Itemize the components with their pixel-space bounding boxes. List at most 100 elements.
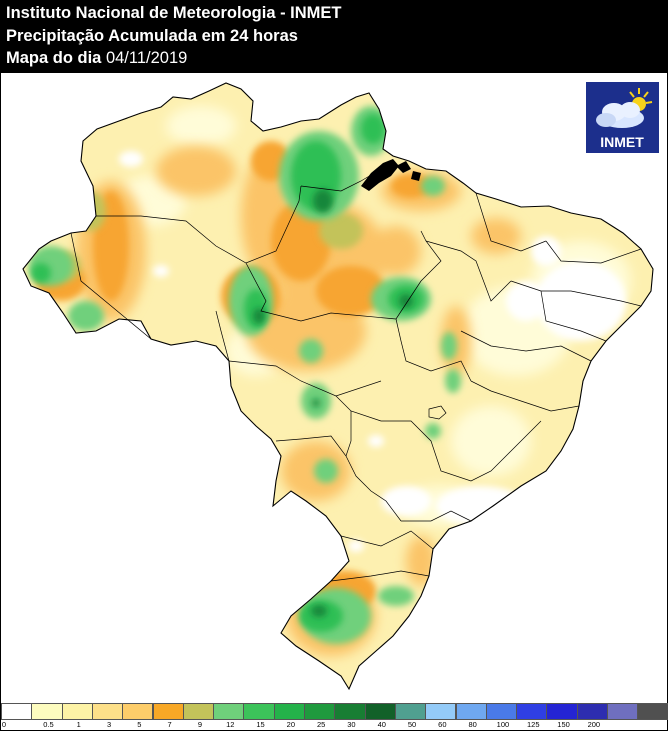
rain-area (312, 399, 320, 407)
color-legend: 0 0.5 1 3 5 7 9 12 15 20 25 30 40 50 60 80 100 125 150 200 (1, 701, 668, 732)
logo-text: INMET (600, 134, 644, 150)
rain-area (319, 213, 363, 249)
legend-tick-label: 30 (347, 720, 356, 729)
delta-channel (411, 171, 421, 181)
state-boundary (401, 510, 472, 522)
state-boundary (215, 310, 230, 362)
legend-tick-label: 15 (256, 720, 265, 729)
rain-area (361, 114, 385, 144)
state-boundary (475, 192, 547, 252)
state-boundary (545, 240, 642, 264)
inmet-logo: INMET (586, 82, 659, 153)
legend-swatch (304, 703, 336, 720)
legend-tick-label: 0.5 (43, 720, 54, 729)
title-product: Precipitação Acumulada em 24 horas (6, 27, 298, 45)
legend-swatch (213, 703, 245, 720)
legend-tick-label: 20 (286, 720, 296, 729)
dry-area (451, 406, 531, 476)
state-boundary (425, 240, 512, 302)
sun-cloud-icon (596, 88, 653, 128)
rain-area (31, 263, 51, 283)
rain-area (425, 423, 441, 439)
rain-area (156, 146, 236, 196)
no-rain-area (581, 401, 621, 441)
no-rain-area (153, 265, 169, 277)
legend-tick-label: 5 (137, 720, 142, 729)
rain-area (445, 369, 461, 393)
rain-area (378, 586, 414, 606)
no-rain-area (368, 435, 384, 447)
legend-swatch (576, 703, 608, 720)
state-boundary (540, 290, 607, 342)
state-boundary (245, 230, 442, 322)
legend-swatch (61, 703, 93, 720)
rain-area (471, 218, 521, 254)
legend-swatch (31, 703, 63, 720)
legend-tick-label: 60 (438, 720, 447, 729)
delta-channel (396, 161, 411, 173)
legend-tick-label: 40 (377, 720, 386, 729)
rain-area (314, 459, 338, 483)
legend-swatch (394, 703, 427, 720)
rain-area (271, 201, 331, 281)
rain-area (391, 174, 431, 198)
legend-tick-label: 80 (468, 720, 477, 729)
state-boundary (470, 380, 580, 412)
legend-tick-label: 125 (526, 720, 540, 729)
legend-swatch (364, 703, 396, 720)
no-rain-area (348, 540, 364, 552)
date-prefix: Mapa do dia (6, 49, 102, 67)
rain-area (76, 191, 106, 231)
legend-swatch (334, 703, 366, 720)
no-rain-area (381, 486, 431, 516)
legend-swatch (182, 703, 215, 720)
rain-area (421, 176, 445, 196)
no-rain-area (119, 151, 143, 167)
dry-area (166, 106, 236, 146)
no-rain-area (506, 281, 546, 321)
legend-swatch (91, 703, 124, 720)
title-banner: Instituto Nacional de Meteorologia - INM… (1, 1, 667, 73)
legend-tick-label: 12 (226, 720, 235, 729)
rain-area (371, 226, 421, 276)
legend-swatch (546, 703, 578, 720)
legend-swatch (1, 703, 33, 720)
legend-swatch (516, 703, 548, 720)
legend-tick-label: 25 (316, 720, 326, 729)
legend-swatch (122, 703, 154, 720)
rain-area (441, 332, 457, 360)
no-rain-area (361, 663, 381, 679)
date-value: 04/11/2019 (105, 49, 188, 67)
no-rain-area (531, 236, 561, 266)
legend-tick-label: 9 (197, 720, 203, 729)
rain-area (68, 301, 104, 331)
legend-tick-label: 150 (557, 720, 570, 729)
state-boundary (395, 318, 472, 382)
green-peak (253, 189, 413, 617)
legend-tick-label: 1 (76, 720, 81, 729)
legend-swatch (485, 703, 518, 720)
legend-swatch (607, 703, 639, 720)
legend-tick-label: 200 (587, 720, 601, 729)
state-boundary (96, 185, 302, 264)
precipitation-map (22, 82, 654, 690)
state-boundary (428, 405, 447, 420)
legend-swatch (243, 703, 275, 720)
no-rain-area (536, 261, 626, 341)
state-boundary (510, 280, 642, 307)
amazon-delta (361, 159, 421, 191)
state-boundary (275, 435, 402, 522)
legend-tick-label: 100 (496, 720, 510, 729)
rain-area (253, 308, 265, 324)
state-boundary (460, 330, 592, 362)
marajo-island (361, 159, 399, 191)
state-boundary (330, 570, 430, 582)
state-boundary (340, 530, 434, 550)
rain-area (311, 605, 327, 617)
rain-area (316, 266, 386, 316)
rain-area (244, 289, 268, 329)
legend-swatch (637, 703, 668, 720)
state-boundary (335, 395, 542, 482)
state-boundaries (70, 168, 642, 582)
